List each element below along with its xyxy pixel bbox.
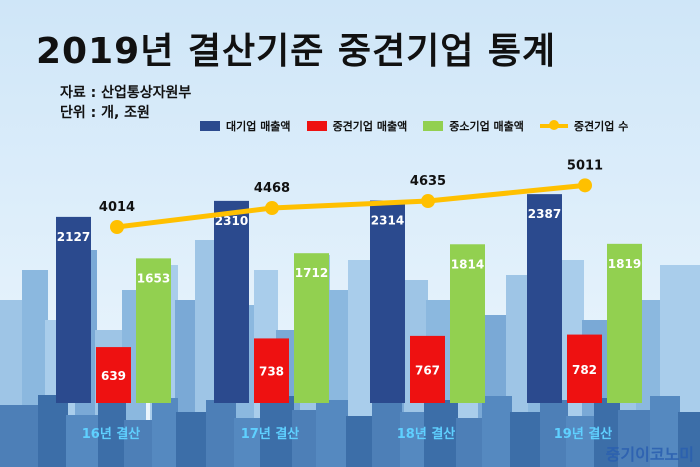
count-point (110, 220, 124, 234)
unit-text: 단위 : 개, 조원 (60, 105, 150, 121)
legend-swatch-large (200, 121, 220, 131)
legend-swatch-count (539, 120, 568, 130)
skyline-building (594, 398, 620, 467)
bar-value-label: 782 (572, 363, 597, 377)
bar-value-label: 738 (259, 365, 284, 379)
bar-value-label: 1814 (451, 257, 484, 271)
bar-value-label: 1653 (137, 271, 170, 285)
bar-small (294, 253, 329, 403)
skyline-building (618, 410, 652, 467)
skyline-building (316, 400, 348, 467)
legend-swatch-mid (306, 121, 327, 131)
count-point (578, 178, 592, 193)
bar-mid (96, 347, 131, 403)
legend-label-large: 대기업 매출액 (226, 120, 291, 133)
count-value-label: 5011 (567, 158, 603, 173)
watermark-logo: 중기이코노미 (605, 445, 694, 464)
legend-item-count: 중견기업 수 (539, 118, 629, 134)
source-text: 자료 : 산업통상자원부 (60, 85, 192, 101)
skyline-building (456, 418, 484, 467)
legend-label-count: 중견기업 수 (573, 120, 629, 133)
category-label: 17년 결산 (241, 426, 300, 442)
bar-value-label: 2310 (215, 214, 248, 228)
skyline-building (510, 412, 542, 467)
bar-value-label: 2314 (371, 214, 404, 228)
skyline-building (540, 400, 568, 467)
line-series: 4014 4468 4635 5011 (99, 158, 603, 234)
legend-item-small: 중소기업 매출액 (423, 118, 524, 134)
bar-mid (567, 334, 602, 403)
chart-legend: 대기업 매출액 중견기업 매출액 중소기업 매출액 중견기업 수 (200, 118, 644, 134)
legend-item-mid: 중견기업 매출액 (306, 118, 408, 134)
bar-value-label: 639 (101, 369, 126, 383)
skyline-building (66, 415, 100, 467)
bar-mid (254, 338, 289, 403)
count-value-label: 4635 (410, 174, 446, 189)
bar-large (214, 200, 249, 403)
bar-large (370, 200, 405, 403)
bar-small (136, 258, 171, 403)
count-value-label: 4468 (254, 181, 290, 196)
bar-series: 2127 2310 2314 2387 639 738 767 782 1653 1712 1814… (56, 194, 642, 403)
bar-value-label: 1712 (295, 266, 328, 280)
skyline-building (292, 410, 318, 467)
skyline-building (260, 396, 294, 467)
bar-value-label: 2387 (528, 207, 561, 221)
skyline-building (346, 416, 374, 467)
bar-large (527, 194, 562, 403)
skyline-building (424, 400, 458, 467)
page-title: 2019년 결산기준 중견기업 통계 (36, 31, 557, 72)
count-value-label: 4014 (99, 200, 135, 215)
bar-value-label: 1819 (608, 257, 641, 271)
skyline-building (566, 416, 596, 467)
skyline-building (678, 412, 700, 467)
legend-label-mid: 중견기업 매출액 (332, 120, 408, 133)
legend-swatch-small (423, 121, 444, 131)
skyline-building (124, 420, 154, 467)
bar-small (607, 243, 642, 403)
count-point (265, 201, 279, 216)
legend-label-small: 중소기업 매출액 (449, 120, 524, 133)
skyline-building (650, 396, 680, 467)
skyline-building (176, 412, 208, 467)
category-label: 18년 결산 (397, 426, 456, 442)
count-line (116, 182, 586, 230)
skyline-building (206, 400, 236, 467)
bar-small (450, 244, 485, 403)
category-label: 19년 결산 (554, 426, 613, 442)
skyline-building (234, 418, 262, 467)
skyline-building (372, 398, 402, 467)
skyline-building (400, 412, 426, 467)
count-point (421, 194, 435, 209)
category-labels: 16년 결산 17년 결산 18년 결산 19년 결산 (82, 426, 613, 442)
bar-large (56, 216, 91, 403)
bar-value-label: 2127 (57, 230, 90, 244)
skyline-building (482, 396, 512, 467)
skyline-building (0, 405, 40, 467)
bar-mid (410, 335, 445, 403)
legend-item-large: 대기업 매출액 (200, 118, 291, 134)
skyline-building (38, 395, 68, 467)
skyline-building (152, 398, 178, 467)
bar-value-label: 767 (415, 363, 440, 377)
skyline-building (98, 400, 126, 467)
category-label: 16년 결산 (82, 426, 141, 442)
